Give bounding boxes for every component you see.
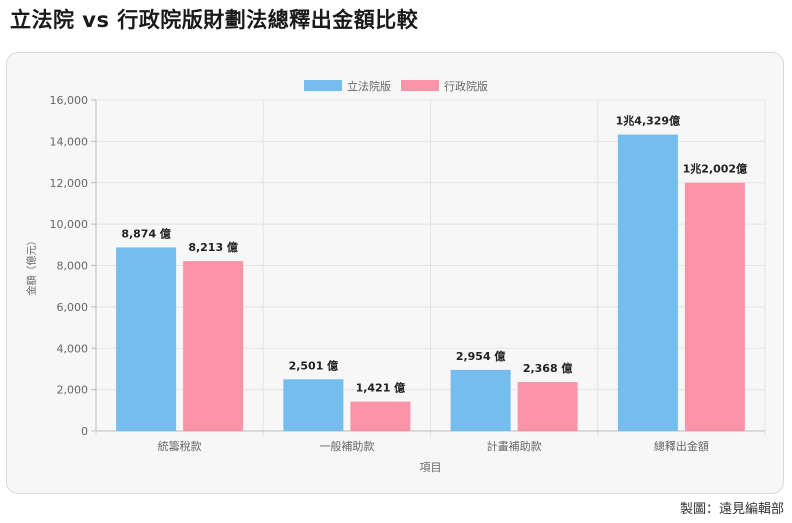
data-label: 2,954 億 xyxy=(456,349,506,363)
y-tick-label: 14,000 xyxy=(50,135,89,148)
y-tick-label: 8,000 xyxy=(57,260,89,273)
chart-card: 0 2,000 4,000 6,000 8,000 10,000 12,000 14,000 1… xyxy=(6,52,784,494)
y-axis-title: 金額（億元） xyxy=(25,236,38,296)
data-label: 1,421 億 xyxy=(356,381,406,395)
legend-swatch-2 xyxy=(401,80,439,91)
x-tick-label: 計畫補助款 xyxy=(487,439,542,453)
bar-1 xyxy=(450,369,511,431)
data-label: 2,368 億 xyxy=(523,361,573,375)
y-tick-label: 16,000 xyxy=(50,94,89,107)
bar-2 xyxy=(350,401,411,431)
data-label: 2,501 億 xyxy=(289,358,339,372)
y-tick-label: 0 xyxy=(81,425,88,438)
y-tick-label: 12,000 xyxy=(50,177,89,190)
data-label: 8,213 億 xyxy=(188,240,238,254)
x-tick-label: 總釋出金額 xyxy=(654,439,709,453)
data-label: 8,874 億 xyxy=(121,226,171,240)
x-tick-label: 統籌稅款 xyxy=(158,439,202,453)
page-title: 立法院 vs 行政院版財劃法總釋出金額比較 xyxy=(10,8,419,32)
bar-1 xyxy=(617,134,678,431)
legend-swatch-1 xyxy=(304,80,342,91)
bar-chart: 0 2,000 4,000 6,000 8,000 10,000 12,000 14,000 1… xyxy=(25,79,766,474)
y-tick-label: 10,000 xyxy=(50,218,89,231)
y-tick-label: 4,000 xyxy=(57,342,89,355)
x-tick-label: 一般補助款 xyxy=(319,439,374,453)
data-label: 1兆4,329億 xyxy=(616,114,680,128)
data-label: 1兆2,002億 xyxy=(683,162,747,176)
bar-2 xyxy=(684,182,745,431)
x-axis-title: 項目 xyxy=(420,461,442,474)
legend-label: 立法院版 xyxy=(347,79,391,93)
bar-2 xyxy=(183,261,244,431)
y-tick-label: 2,000 xyxy=(57,384,89,397)
y-tick-label: 6,000 xyxy=(57,301,89,314)
credit-text: 製圖：遠見編輯部 xyxy=(679,502,784,517)
bar-1 xyxy=(283,379,344,431)
bar-2 xyxy=(517,382,578,431)
bar-1 xyxy=(116,247,177,431)
legend-label: 行政院版 xyxy=(444,79,488,93)
